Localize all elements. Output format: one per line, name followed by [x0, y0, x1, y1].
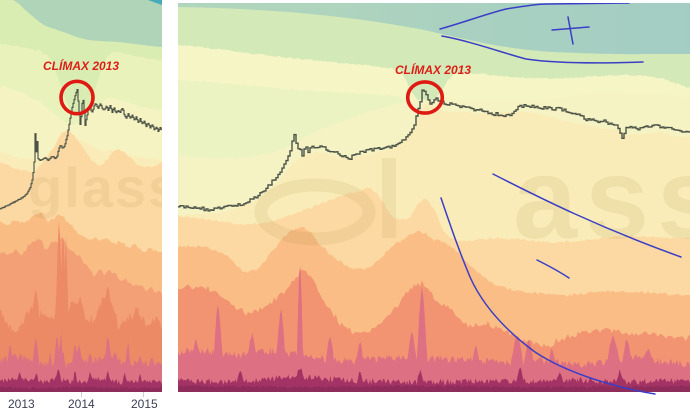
svg-text:glass: glass: [28, 156, 162, 219]
svg-text:ass: ass: [513, 135, 690, 263]
